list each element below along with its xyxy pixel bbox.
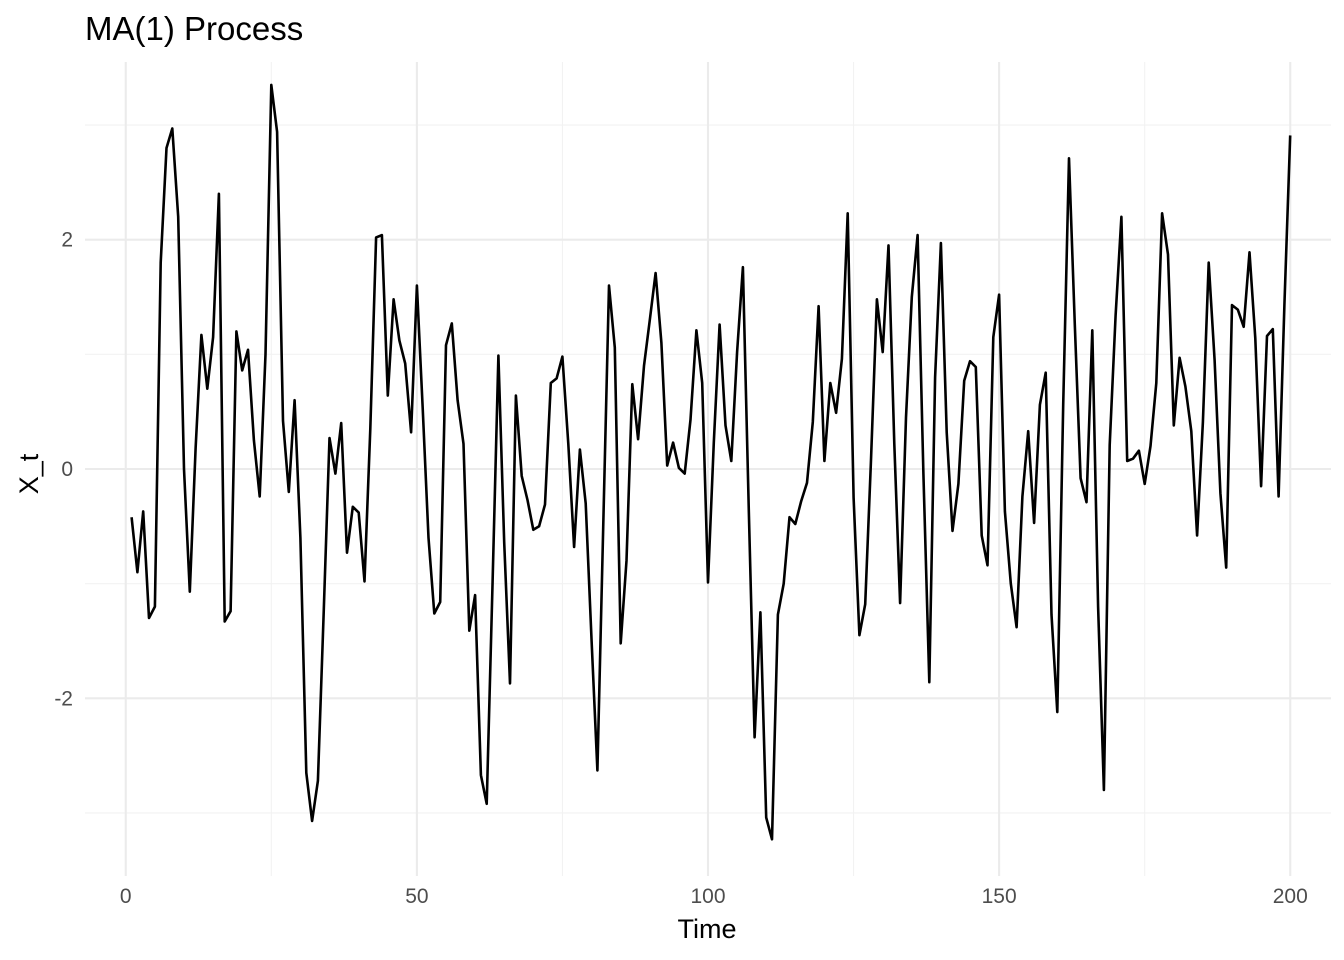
y-tick-label: 2 (61, 229, 73, 252)
x-tick-label: 150 (982, 885, 1017, 908)
series-layer (130, 83, 1292, 841)
x-tick-label: 50 (405, 885, 428, 908)
series-line (130, 83, 1292, 841)
x-tick-label: 200 (1273, 885, 1308, 908)
x-axis-title: Time (678, 914, 737, 944)
x-axis-tick-labels: 0 50 100 150 200 (120, 885, 1308, 908)
y-tick-label: -2 (54, 687, 73, 710)
y-axis-title: X_t (14, 453, 44, 494)
major-gridlines (85, 62, 1331, 876)
x-tick-label: 0 (120, 885, 132, 908)
chart-title: MA(1) Process (85, 10, 303, 47)
y-tick-label: 0 (61, 458, 73, 481)
y-axis-tick-labels: -2 0 2 (54, 229, 73, 711)
x-tick-label: 100 (690, 885, 725, 908)
